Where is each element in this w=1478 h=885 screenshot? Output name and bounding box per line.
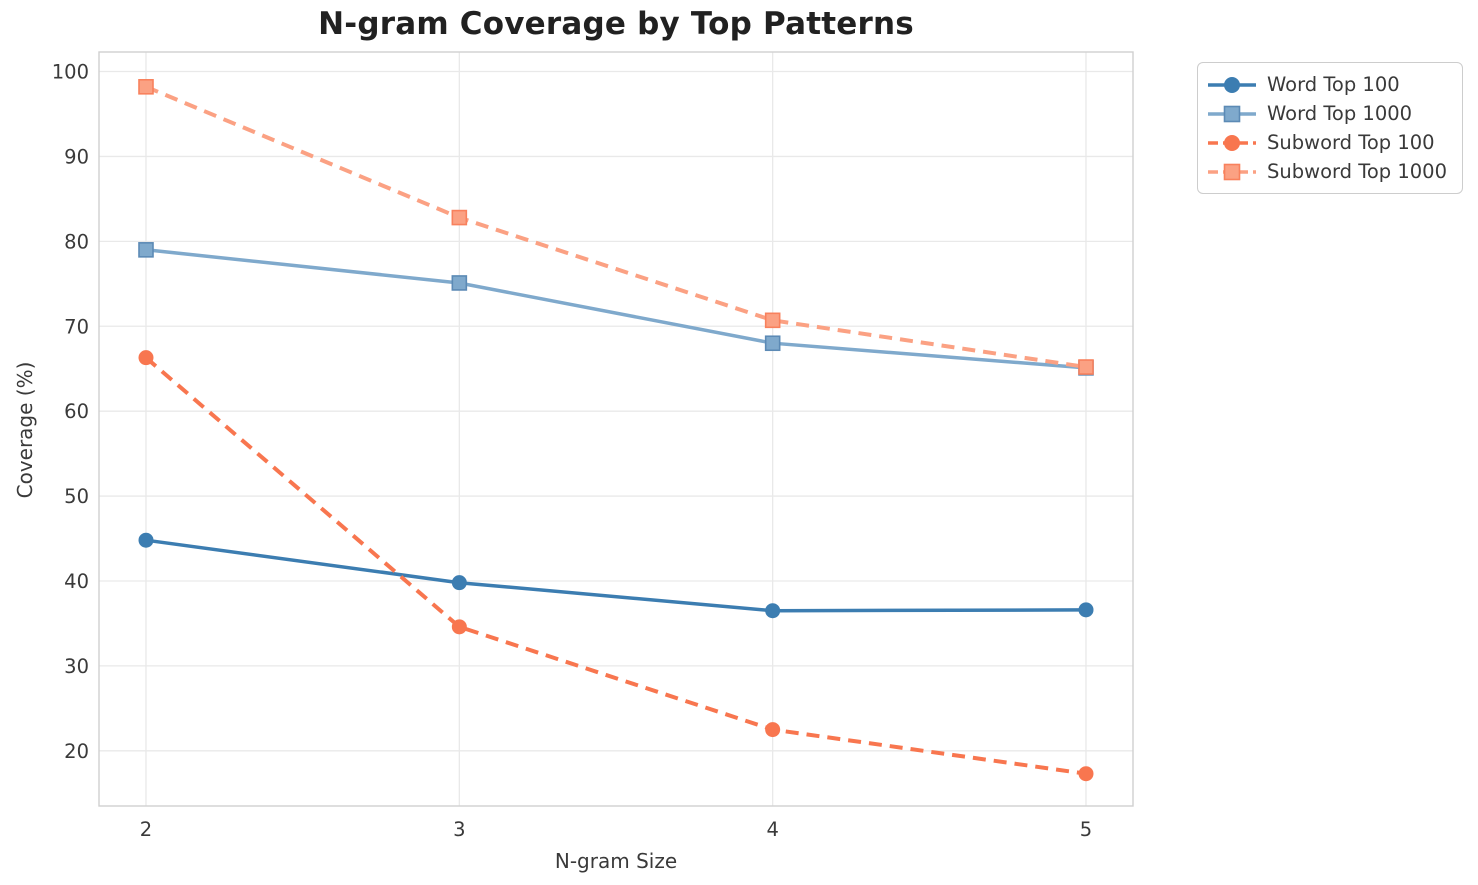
- legend-label: Word Top 100: [1267, 73, 1400, 96]
- data-point-marker: [451, 275, 468, 291]
- data-point-marker: [765, 603, 781, 619]
- legend-label: Subword Top 1000: [1267, 160, 1447, 183]
- legend-item: Word Top 100: [1206, 70, 1450, 99]
- x-tick-label: 3: [453, 818, 465, 841]
- series-line-3: [144, 356, 1087, 776]
- legend-label: Subword Top 100: [1267, 131, 1435, 154]
- y-tick-label: 30: [64, 655, 89, 678]
- y-tick-label: 50: [64, 485, 89, 508]
- data-point-marker: [138, 79, 154, 95]
- data-point-marker: [764, 335, 781, 352]
- legend-marker: [1208, 105, 1256, 122]
- y-tick-label: 70: [64, 315, 89, 338]
- data-point-marker: [1078, 766, 1094, 782]
- legend-item: Subword Top 100: [1206, 128, 1450, 157]
- data-point-marker: [1078, 602, 1094, 618]
- x-tick-label: 5: [1080, 818, 1092, 841]
- legend-marker: [1208, 163, 1256, 180]
- data-point-marker: [451, 209, 468, 226]
- data-point-marker: [451, 619, 467, 635]
- y-tick-label: 60: [64, 400, 89, 423]
- legend-marker: [1208, 76, 1256, 93]
- x-axis-label: N-gram Size: [554, 849, 678, 873]
- data-point-marker: [1078, 359, 1094, 375]
- x-tick-label: 4: [766, 818, 778, 841]
- series-line-1: [145, 538, 1087, 613]
- data-point-marker: [765, 722, 781, 738]
- x-tick-label: 2: [140, 818, 152, 841]
- legend-item: Subword Top 1000: [1206, 157, 1450, 186]
- plot-frame: [98, 51, 1134, 807]
- data-point-marker: [138, 532, 154, 548]
- series-line-4: [145, 84, 1087, 369]
- data-point-marker: [138, 242, 154, 258]
- y-tick-label: 40: [64, 570, 89, 593]
- legend-marker: [1208, 134, 1256, 151]
- y-tick-label: 100: [52, 61, 89, 84]
- legend-item: Word Top 1000: [1206, 99, 1450, 128]
- chart-title: N-gram Coverage by Top Patterns: [318, 6, 914, 42]
- data-point-marker: [451, 575, 467, 591]
- y-tick-label: 90: [64, 145, 89, 168]
- data-point-marker: [138, 350, 154, 366]
- legend-label: Word Top 1000: [1267, 102, 1413, 125]
- legend: Word Top 100 Word Top 1000 Subword Top 100…: [1197, 62, 1463, 194]
- data-point-marker: [764, 312, 781, 329]
- y-axis-label: Coverage (%): [13, 361, 37, 499]
- y-tick-label: 80: [64, 230, 89, 253]
- y-tick-label: 20: [64, 740, 89, 763]
- series-line-2: [145, 248, 1087, 370]
